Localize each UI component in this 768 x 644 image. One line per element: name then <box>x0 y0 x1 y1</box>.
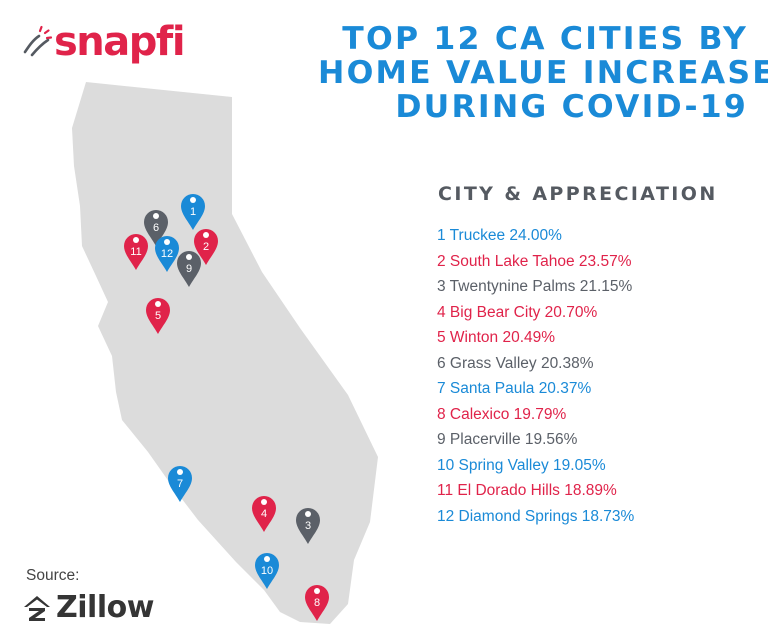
brand-name: snapfi <box>54 19 186 65</box>
map-pin-label: 1 <box>190 206 196 218</box>
map-pin-9: 9 <box>177 251 201 287</box>
map-pin-label: 6 <box>153 222 159 234</box>
city-list-item: 1 Truckee 24.00% <box>437 227 562 244</box>
snap-fingers-icon <box>23 25 53 57</box>
city-list-item: 2 South Lake Tahoe 23.57% <box>437 252 632 270</box>
city-list-item: 9 Placerville 19.56% <box>437 431 578 448</box>
map-pin-6: 6 <box>144 210 168 246</box>
city-list-item: 11 El Dorado Hills 18.89% <box>437 482 617 499</box>
title-line-3: DURING COVID-19 <box>395 89 748 125</box>
map-pin-4: 4 <box>252 496 276 532</box>
map-pin-label: 10 <box>261 565 273 577</box>
city-list-item: 7 Santa Paula 20.37% <box>437 380 592 397</box>
map-pin-8: 8 <box>305 585 329 621</box>
map-pin-1: 1 <box>181 194 205 230</box>
city-list-item: 4 Big Bear City 20.70% <box>437 303 598 321</box>
snapfi-logo: snapfi <box>20 19 186 65</box>
map-pin-7: 7 <box>168 466 192 502</box>
map-pin-label: 11 <box>130 246 141 258</box>
california-shape <box>72 82 378 624</box>
city-list: 1 Truckee 24.00% 2 South Lake Tahoe 23.57… <box>437 223 634 529</box>
page-title: TOP 12 CA CITIES BY HOME VALUE INCREASE … <box>318 21 768 125</box>
city-list-item: 10 Spring Valley 19.05% <box>437 456 606 474</box>
city-list-item: 12 Diamond Springs 18.73% <box>437 507 635 525</box>
title-line-2: HOME VALUE INCREASE <box>318 55 768 91</box>
source-name: Zillow <box>56 590 154 625</box>
map-pin-10: 10 <box>255 553 279 589</box>
map-pin-label: 7 <box>177 478 183 490</box>
city-list-item: 3 Twentynine Palms 21.15% <box>437 278 633 295</box>
map-pin-label: 12 <box>161 248 173 260</box>
map-pin-label: 5 <box>155 310 161 322</box>
map-pin-label: 3 <box>305 520 311 532</box>
map-pin-label: 4 <box>261 508 267 520</box>
map-pin-11: 11 <box>124 234 148 270</box>
map-pin-label: 9 <box>186 263 192 275</box>
zillow-logo: Zillow <box>22 590 154 625</box>
source-label: Source: <box>26 567 80 584</box>
legend-header: CITY & APPRECIATION <box>438 183 718 205</box>
map-pin-label: 8 <box>314 597 320 609</box>
map-pin-5: 5 <box>146 298 170 334</box>
title-line-1: TOP 12 CA CITIES BY <box>342 21 748 57</box>
map-pin-3: 3 <box>296 508 320 544</box>
city-list-item: 5 Winton 20.49% <box>437 329 556 346</box>
city-list-item: 6 Grass Valley 20.38% <box>437 354 594 372</box>
city-list-item: 8 Calexico 19.79% <box>437 405 567 423</box>
map-pin-2: 2 <box>194 229 218 265</box>
map-pin-12: 12 <box>155 236 179 272</box>
zillow-house-icon <box>24 595 50 621</box>
map-pin-label: 2 <box>203 241 209 253</box>
